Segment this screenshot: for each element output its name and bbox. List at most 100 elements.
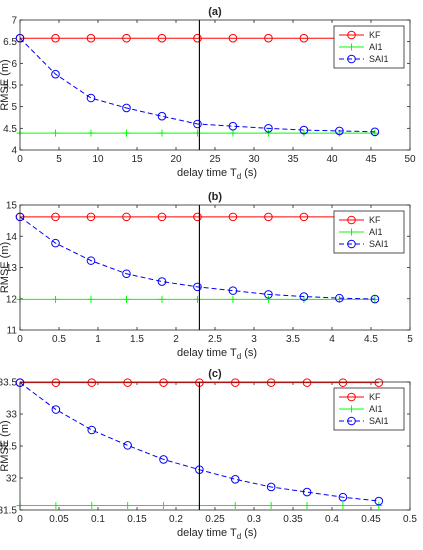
legend-marker-kf [347, 392, 356, 402]
x-axis-label-main: delay time T [177, 167, 237, 179]
data-point-kf [230, 378, 240, 387]
y-tick-label: 33 [6, 410, 18, 421]
legend-marker-sai1 [347, 239, 356, 249]
data-point-kf [122, 212, 131, 222]
data-point-ai1 [87, 129, 95, 137]
data-point-sai1 [228, 121, 238, 131]
x-tick-label: 40 [326, 154, 338, 165]
data-point-kf [51, 212, 60, 222]
x-tick-label: 0.05 [49, 514, 69, 525]
x-tick-label: 3.5 [286, 334, 300, 345]
legend-label-ai1: AI1 [369, 42, 383, 52]
x-axis-label-subscript: d [237, 352, 241, 361]
data-point-sai1 [157, 111, 167, 121]
series-line-sai1 [19, 216, 375, 300]
x-tick-label: 0.3 [247, 514, 261, 525]
y-tick-label: 31.5 [0, 506, 17, 517]
data-point-ai1 [267, 502, 275, 510]
data-point-sai1 [374, 496, 384, 506]
y-tick-label: 14 [6, 232, 18, 243]
data-point-kf [87, 378, 97, 387]
data-point-kf [86, 212, 96, 222]
legend-marker-ai1 [348, 405, 355, 413]
data-point-sai1 [230, 474, 240, 484]
data-point-ai1 [122, 295, 130, 303]
x-tick-label: 25 [209, 154, 221, 165]
data-point-kf [299, 33, 309, 43]
x-tick-label: 2 [173, 334, 179, 345]
legend-marker-kf [347, 215, 356, 225]
data-point-ai1 [264, 129, 272, 137]
axes-frame [19, 19, 411, 151]
y-tick-label: 5.5 [3, 81, 17, 92]
y-tick-label: 32 [6, 474, 18, 485]
legend-label-ai1: AI1 [369, 404, 383, 414]
data-point-sai1 [264, 124, 273, 133]
x-tick-label: 15 [131, 154, 143, 165]
axes-frame [19, 381, 411, 511]
data-point-sai1 [51, 69, 60, 79]
x-tick-label: 1.5 [130, 334, 144, 345]
data-point-kf [264, 212, 273, 222]
legend-label-kf: KF [369, 392, 381, 402]
panel-title: (a) [208, 6, 222, 18]
data-point-sai1 [122, 269, 131, 279]
data-point-kf [302, 378, 312, 387]
data-point-sai1 [299, 292, 309, 301]
data-point-ai1 [160, 502, 168, 510]
legend: KF AI1 SAI1 [333, 210, 405, 254]
data-point-ai1 [88, 502, 96, 510]
x-tick-label: 0.2 [169, 514, 183, 525]
data-point-kf [264, 33, 273, 43]
data-point-kf [228, 212, 238, 222]
data-point-kf [266, 378, 276, 387]
data-point-sai1 [335, 126, 344, 136]
x-tick-label: 2.5 [208, 334, 222, 345]
data-point-sai1 [86, 93, 96, 103]
x-tick-label: 0.25 [205, 514, 225, 525]
data-point-sai1 [338, 492, 348, 502]
x-tick-label: 4 [329, 334, 335, 345]
x-axis-label: delay time Td (s) [177, 167, 257, 181]
x-axis-label-main: delay time T [177, 527, 237, 539]
data-point-ai1 [122, 129, 130, 137]
data-point-sai1 [123, 441, 132, 450]
panel-title: (c) [208, 368, 222, 380]
data-point-ai1 [303, 502, 311, 510]
data-point-sai1 [264, 290, 273, 299]
axes-frame [19, 204, 411, 331]
data-point-kf [123, 378, 132, 387]
legend-marker-sai1 [347, 416, 356, 426]
data-point-ai1 [264, 295, 272, 303]
data-point-ai1 [375, 502, 383, 510]
x-tick-label: 0.45 [361, 514, 381, 525]
legend-label-ai1: AI1 [369, 227, 383, 237]
data-point-kf [228, 33, 238, 43]
x-tick-label: 0.4 [325, 514, 339, 525]
legend-label-kf: KF [369, 215, 381, 225]
y-tick-label: 33.5 [0, 378, 17, 389]
y-tick-label: 11 [7, 326, 18, 337]
data-point-ai1 [51, 129, 59, 137]
data-point-sai1 [87, 425, 97, 435]
y-axis-label: RMSE (m) [0, 420, 11, 471]
y-tick-label: 4.5 [3, 124, 17, 135]
data-point-sai1 [302, 487, 312, 497]
data-point-sai1 [122, 103, 131, 113]
legend-marker-ai1 [348, 43, 355, 51]
panel-title: (b) [208, 191, 222, 203]
data-point-ai1 [87, 295, 95, 303]
data-point-kf [157, 212, 167, 222]
x-tick-label: 5 [407, 334, 413, 345]
x-tick-label: 0.1 [91, 514, 105, 525]
chart-panel-3: (c) 0 0.05 0.1 0.15 0.2 0.25 0.3 0.35 0.4 0.45 0.5 3… [0, 368, 417, 541]
data-point-sai1 [335, 293, 344, 303]
legend: KF AI1 SAI1 [333, 387, 405, 431]
data-point-sai1 [51, 405, 61, 414]
x-tick-label: 0.15 [127, 514, 147, 525]
data-point-sai1 [266, 482, 276, 492]
x-tick-label: 5 [56, 154, 62, 165]
data-point-sai1 [159, 455, 168, 464]
x-tick-label: 0 [17, 334, 23, 345]
